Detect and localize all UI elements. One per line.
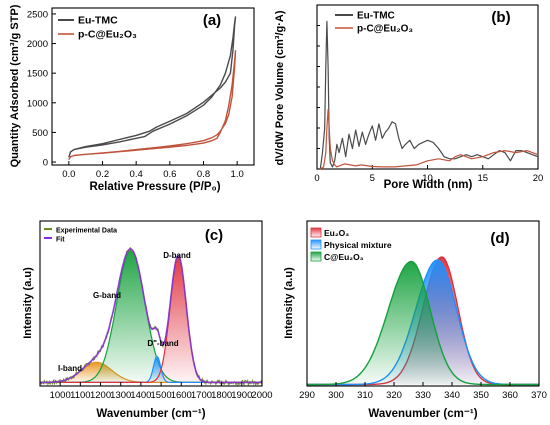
x-tick-label: 330 — [415, 390, 431, 401]
panel-label-4: (d) — [490, 230, 509, 247]
band-label-1: I-band — [58, 364, 82, 373]
x-tick-label: 300 — [328, 390, 344, 401]
panel-label-3: (c) — [205, 227, 223, 244]
y-tick-label: 2500 — [27, 9, 48, 20]
x-tick-label: 1200 — [90, 390, 111, 401]
y-axis-label-3: Intensity (a.u) — [22, 267, 34, 339]
x-tick-label: 0.8 — [197, 169, 210, 180]
legend-label: Physical mixture — [324, 240, 392, 250]
y-tick-label: 500 — [32, 128, 48, 139]
legend-swatch — [310, 227, 322, 238]
x-tick-label: 1800 — [211, 390, 232, 401]
y-tick-label: 1500 — [27, 69, 48, 80]
legend-label: C@Eu₂O₃ — [324, 252, 364, 262]
x-tick-label: 1000 — [50, 390, 71, 401]
y-tick-label: 1000 — [27, 98, 48, 109]
x-tick-label: 20 — [533, 173, 544, 184]
x-tick-label: 1400 — [130, 390, 151, 401]
legend-label: Fit — [56, 237, 65, 244]
y-axis-label-2: dV/dW Pore Volume (cm³/g·A) — [274, 10, 286, 165]
x-tick-label: 340 — [444, 390, 460, 401]
x-tick-label: 310 — [357, 390, 373, 401]
plot-frame-2 — [316, 4, 539, 170]
x-tick-label: 1600 — [171, 390, 192, 401]
x-tick-label: 0.2 — [96, 169, 109, 180]
x-tick-label: 290 — [299, 390, 315, 401]
x-tick-label: 0.0 — [62, 169, 75, 180]
panel-label-2: (b) — [491, 9, 510, 26]
x-tick-label: 1700 — [191, 390, 212, 401]
series-line-2-1 — [319, 20, 539, 170]
x-tick-label: 1.0 — [231, 169, 244, 180]
legend-swatch — [310, 251, 322, 262]
x-axis-label-4: Wavenumber (cm⁻¹) — [368, 408, 477, 420]
band-label-4: D-band — [163, 251, 191, 260]
band-fill-2 — [40, 250, 262, 383]
series-line-3 — [307, 260, 539, 386]
x-tick-label: 10 — [422, 173, 433, 184]
band-label-2: G-band — [93, 291, 121, 300]
legend-label: Eu-TMC — [78, 15, 118, 27]
series-line-2-2 — [319, 108, 539, 170]
x-tick-label: 1900 — [231, 390, 252, 401]
legend-label: Experimental Data — [56, 228, 117, 235]
y-tick-label: 0 — [43, 158, 48, 169]
x-axis-label-3: Wavenumber (cm⁻¹) — [96, 408, 205, 420]
x-tick-label: 370 — [531, 390, 547, 401]
x-tick-label: 0.4 — [130, 169, 143, 180]
panel-label-1: (a) — [203, 12, 221, 29]
x-tick-label: 360 — [502, 390, 518, 401]
y-axis-label-4: Intensity (a.u) — [283, 267, 295, 339]
x-axis-label-1: Relative Pressure (P/P₀) — [89, 181, 220, 193]
plot-frame-1 — [51, 7, 255, 166]
legend-label: Eu-TMC — [357, 11, 395, 22]
x-tick-label: 2000 — [251, 390, 272, 401]
x-tick-label: 320 — [386, 390, 402, 401]
x-tick-label: 1500 — [151, 390, 172, 401]
x-axis-label-2: Pore Width (nm) — [384, 179, 473, 191]
series-line-1-1 — [68, 16, 237, 158]
x-tick-label: 15 — [477, 173, 488, 184]
y-axis-label-1: Quantity Adsorbed (cm³/g STP) — [9, 4, 21, 167]
x-tick-label: 5 — [370, 173, 375, 184]
series-line-fit — [40, 248, 262, 384]
series-line-1-2 — [68, 50, 237, 161]
legend-label: Eu₂O₃ — [324, 228, 349, 238]
legend-swatch — [310, 239, 322, 250]
band-label-3: D"-band — [147, 339, 178, 348]
x-tick-label: 1100 — [70, 390, 90, 401]
x-tick-label: 350 — [473, 390, 489, 401]
legend-label: p-C@Eu₂O₃ — [78, 29, 137, 41]
x-tick-label: 0.6 — [163, 169, 176, 180]
series-fill-3 — [307, 261, 539, 385]
legend-label: p-C@Eu₂O₃ — [357, 24, 413, 35]
x-tick-label: 1300 — [110, 390, 131, 401]
plot-frame-3 — [39, 220, 263, 387]
x-tick-label: 0 — [314, 173, 319, 184]
y-tick-label: 2000 — [27, 39, 48, 50]
